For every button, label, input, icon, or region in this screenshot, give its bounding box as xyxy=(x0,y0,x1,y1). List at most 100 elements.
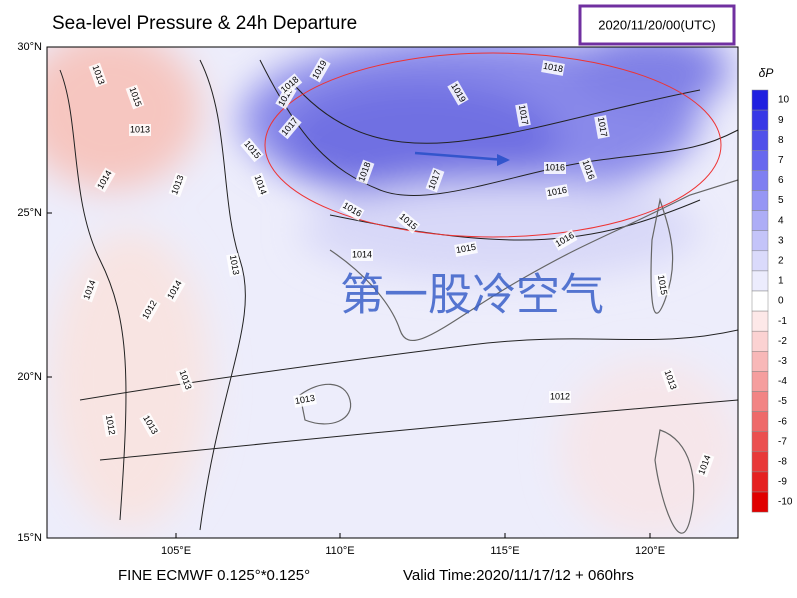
contour-label-group: 1013 xyxy=(226,253,242,277)
colorbar-tick: -9 xyxy=(778,477,787,488)
contour-label-bg xyxy=(395,210,421,234)
colorbar-tick: -3 xyxy=(778,356,787,367)
contour-label: 1013 xyxy=(228,254,241,275)
contour-label-bg xyxy=(278,114,302,140)
contour-label-group: 1013 xyxy=(175,367,195,393)
contour-label-group: 1017 xyxy=(515,103,531,127)
contour-label-bg xyxy=(545,184,569,200)
colorbar-box xyxy=(751,330,769,352)
contour-label-group: 1018 xyxy=(355,159,375,185)
colorbar-box xyxy=(751,150,769,171)
datetime-box xyxy=(578,4,736,46)
colorbar-tick: 9 xyxy=(778,115,784,126)
lon-label: 115°E xyxy=(490,545,519,557)
contour-label-group: 1013 xyxy=(660,367,680,393)
contour-label-group: 1012 xyxy=(549,391,571,403)
contour-label-bg xyxy=(594,115,610,139)
contour-label-group: 1014 xyxy=(695,452,715,478)
contour-label-bg xyxy=(454,241,478,257)
contour-label-bg xyxy=(541,60,565,76)
contour-label-bg xyxy=(226,253,242,277)
colorbar-box xyxy=(751,310,769,332)
contour-label-group: 1012 xyxy=(102,413,118,437)
contour-label-group: 1013 xyxy=(129,124,151,136)
colorbar-tick: 0 xyxy=(778,296,784,307)
contour-label-bg xyxy=(578,157,598,183)
contour-label-group: 1017 xyxy=(425,167,445,193)
contour-label-bg xyxy=(240,137,264,163)
contour-label-group: 1016 xyxy=(544,162,566,174)
lat-label: 25°N xyxy=(17,207,42,219)
plot-frame xyxy=(46,46,739,539)
colorbar-box xyxy=(751,109,769,131)
colorbar-box xyxy=(751,210,769,231)
contour-label-group: 1013 xyxy=(168,172,188,198)
contour-label-bg xyxy=(339,199,365,221)
contour-label-bg xyxy=(425,167,445,193)
contour-label-bg xyxy=(355,159,375,185)
contour-label: 1016 xyxy=(546,185,567,198)
contour-label-bg xyxy=(552,229,578,251)
contour-label-group: 1015 xyxy=(125,84,145,110)
contour-label-bg xyxy=(80,277,100,303)
contour-label-group: 1018 xyxy=(541,60,565,76)
contour-label-bg xyxy=(447,80,469,106)
contour-label: 1013 xyxy=(294,393,315,406)
contour-label-bg xyxy=(129,124,151,136)
contour-label-bg xyxy=(515,103,531,127)
contour-label-group: 1015 xyxy=(454,241,478,257)
colorbar-tick: -10 xyxy=(778,497,793,508)
colorbar-tick: 4 xyxy=(778,215,784,226)
annotation: 第一股冷空气 xyxy=(340,271,604,320)
colorbar-tick: -1 xyxy=(778,316,787,327)
colorbar-tick: -2 xyxy=(778,336,787,347)
colorbar-tick: 6 xyxy=(778,175,784,186)
footer-model: FINE ECMWF 0.125°*0.125° xyxy=(118,567,310,584)
contour-label-group: 1016 xyxy=(545,184,569,200)
contour-label-bg xyxy=(125,84,145,110)
colorbar-box xyxy=(751,371,769,392)
contour-label-group: 1013 xyxy=(293,392,317,408)
contour-label-bg xyxy=(654,273,670,297)
lat-label: 20°N xyxy=(17,371,42,383)
contour-label-bg xyxy=(102,413,118,437)
colorbar-box xyxy=(751,250,769,272)
colorbar-tick: 5 xyxy=(778,195,784,206)
contour-label: 1017 xyxy=(596,116,609,137)
contour-label-group: 1013 xyxy=(88,62,108,88)
colorbar-label: δP xyxy=(759,66,774,80)
colorbar-box xyxy=(751,170,769,191)
contour-label-bg xyxy=(351,249,373,261)
contour-label-bg xyxy=(309,57,331,83)
colorbar-tick: -4 xyxy=(778,376,787,387)
contour-label-bg xyxy=(549,391,571,403)
contour-label-bg xyxy=(139,412,161,438)
contour-label-bg xyxy=(293,392,317,408)
lat-label: 15°N xyxy=(17,532,42,544)
contour-label-group: 1015 xyxy=(654,273,670,297)
colorbar-tick: 7 xyxy=(778,155,784,166)
contour-label-group: 1016 xyxy=(578,157,598,183)
contour-label: 1012 xyxy=(550,391,570,401)
colorbar-box xyxy=(751,471,769,493)
contour-label-bg xyxy=(175,367,195,393)
contour-label: 1012 xyxy=(104,414,117,435)
colorbar-box xyxy=(751,129,769,151)
contour-label-bg xyxy=(695,452,715,478)
colorbar-tick: 2 xyxy=(778,255,784,266)
contour-label-bg xyxy=(544,162,566,174)
colorbar-tick: -5 xyxy=(778,396,787,407)
contour-label-group: 1014 xyxy=(351,249,373,261)
lat-label: 30°N xyxy=(17,41,42,53)
contour-label-group: 1014 xyxy=(80,277,100,303)
contour-label: 1014 xyxy=(352,249,372,259)
footer-valid: Valid Time:2020/11/17/12 + 060hrs xyxy=(403,567,634,584)
colorbar-box xyxy=(751,391,769,412)
title: Sea-level Pressure & 24h Departure xyxy=(52,13,357,34)
colorbar-box xyxy=(751,89,769,111)
colorbar-box xyxy=(751,270,769,292)
colorbar-tick: -8 xyxy=(778,456,787,467)
